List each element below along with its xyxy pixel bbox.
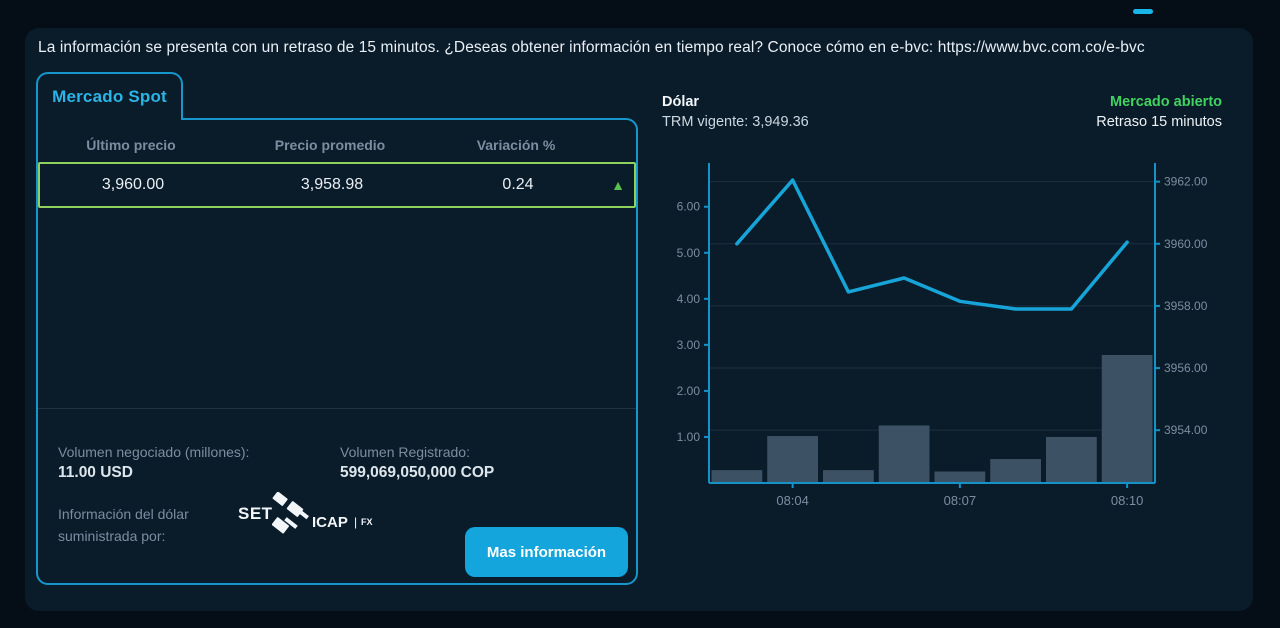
chart-volume-bar [934,471,986,483]
volume-registrado-label: Volumen Registrado: [340,444,470,460]
chart-tick-label-left: 2.00 [677,384,701,398]
cell-ultimo-precio: 3,960.00 [101,176,165,193]
tab-mercado-spot[interactable]: Mercado Spot [36,72,183,120]
chart-tick-label-left: 5.00 [677,246,701,260]
seticap-logo-fx-text: FX [361,517,373,527]
chart-price-line [735,178,1129,311]
volume-negociado-value: 11.00 USD [58,464,133,481]
quote-trm-value: 3,949.36 [752,114,809,130]
chart-container: 1.00 2.00 3.00 4.00 5.00 6.00 3954.00 3956.00 39… [655,150,1230,515]
seticap-logo-icap-text: ICAP [312,514,348,531]
chart-tick-label-right: 3962.00 [1164,175,1208,189]
header-precio-promedio: Precio promedio [274,137,386,153]
chart-tick-label-right: 3960.00 [1164,237,1208,251]
chart-volume-bar [767,436,818,483]
chart-tick-label-left: 1.00 [677,430,701,444]
chart-tick-label-x: 08:04 [776,493,809,508]
chart-tick-label-right: 3954.00 [1164,423,1208,437]
table-row[interactable]: 3,960.00 3,958.98 0.24 ▲ [38,162,636,208]
seticap-logo-set-text: SET [238,504,273,523]
quote-trm-label: TRM vigente: [662,114,749,130]
chart-volume-bar [823,470,874,483]
quote-header-left: Dólar TRM vigente: 3,949.36 [662,92,809,132]
provider-line2: suministrada por: [58,528,166,544]
provider-line1: Información del dólar [58,506,189,522]
quote-trm: TRM vigente: 3,949.36 [662,112,809,132]
chart-volume-bar [1046,436,1097,483]
chart-tick-label-x: 08:10 [1111,493,1144,508]
chart-tick-label-right: 3956.00 [1164,361,1208,375]
seticap-satellite-icon [272,492,309,534]
chart-volume-bar [990,459,1041,483]
seticap-fx-logo: SET ICAP | FX [238,492,373,544]
panel-divider [38,408,636,409]
chart-tick-label-left: 4.00 [677,292,701,306]
cell-variacion: 0.24 [502,176,534,193]
delay-disclaimer-text: La información se presenta con un retras… [38,39,1145,56]
volume-registrado-value: 599,069,050,000 COP [340,464,495,481]
chart-volume-bar [1101,355,1153,483]
volume-registrado-block: Volumen Registrado: 599,069,050,000 COP [340,442,494,484]
delay-status: Retraso 15 minutos [1096,114,1222,130]
volume-negociado-label: Volumen negociado (millones): [58,444,250,460]
mas-informacion-button[interactable]: Mas información [465,527,628,577]
variation-up-triangle-icon: ▲ [611,177,625,193]
quote-header-right: Mercado abierto Retraso 15 minutos [1096,92,1222,132]
chart-tick-label-x: 08:07 [944,493,977,508]
header-variacion: Variación % [476,137,556,153]
market-card: La información se presenta con un retras… [25,28,1253,611]
table-header-row: Último precio Precio promedio Variación … [38,130,636,160]
header-ultimo-precio: Último precio [86,137,176,153]
chart-volume-bar [878,425,930,483]
chart-volume-bar [711,470,763,483]
price-volume-chart: 1.00 2.00 3.00 4.00 5.00 6.00 3954.00 3956.00 39… [677,163,1208,508]
cell-precio-promedio: 3,958.98 [300,176,364,193]
seticap-logo-separator: | [354,515,358,529]
quote-title: Dólar [662,94,700,110]
panel-collapse-dash[interactable] [1133,9,1153,14]
tab-mercado-spot-label: Mercado Spot [52,87,167,106]
chart-tick-label-right: 3958.00 [1164,299,1208,313]
spot-market-panel: Último precio Precio promedio Variación … [36,118,638,585]
provider-attribution-text: Información del dólar suministrada por: [58,503,189,547]
market-open-status: Mercado abierto [1110,94,1222,110]
volume-negociado-block: Volumen negociado (millones): 11.00 USD [58,442,249,484]
chart-tick-label-left: 6.00 [677,200,701,214]
chart-tick-label-left: 3.00 [677,338,701,352]
